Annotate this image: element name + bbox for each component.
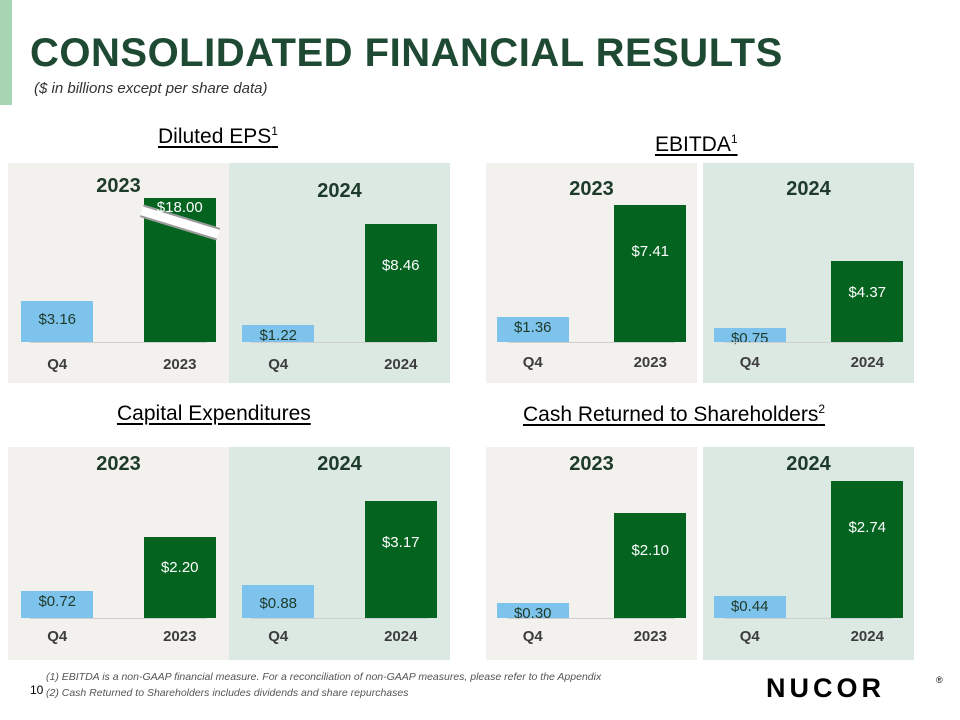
bar-2024 bbox=[831, 261, 904, 342]
footnotes: (1) EBITDA is a non-GAAP financial measu… bbox=[46, 669, 601, 701]
bar-2024 bbox=[364, 500, 437, 618]
axis-baseline bbox=[251, 342, 428, 343]
axis-baseline bbox=[30, 618, 207, 619]
accent-bar bbox=[0, 0, 12, 105]
category-label: 2023 bbox=[163, 628, 197, 645]
group-year-label: 2023 bbox=[96, 453, 141, 475]
footnote-ref: 2 bbox=[818, 402, 826, 416]
bar-q4 bbox=[496, 603, 569, 618]
value-label: $2.74 bbox=[848, 519, 887, 537]
value-label: $3.17 bbox=[381, 533, 420, 551]
axis-baseline bbox=[30, 342, 207, 343]
category-label: Q4 bbox=[522, 354, 543, 371]
footnote-2: (2) Cash Returned to Shareholders includ… bbox=[46, 687, 409, 699]
value-label: $2.10 bbox=[631, 542, 670, 560]
footnote-ref: 1 bbox=[271, 124, 278, 138]
category-label: Q4 bbox=[739, 354, 760, 371]
value-label: $3.16 bbox=[38, 310, 77, 328]
chart-title-ebitda: EBITDA1 bbox=[655, 132, 738, 157]
chart-title-capex: Capital Expenditures bbox=[117, 402, 311, 426]
bar-q4 bbox=[713, 596, 786, 618]
chart-title-text: Diluted EPS bbox=[158, 125, 272, 148]
category-label: Q4 bbox=[47, 628, 68, 645]
category-label: 2023 bbox=[633, 354, 667, 371]
category-label: 2023 bbox=[633, 628, 667, 645]
bar-q4 bbox=[21, 591, 94, 618]
bar-q4 bbox=[21, 300, 94, 342]
category-label: 2024 bbox=[384, 628, 418, 645]
group-year-label: 2024 bbox=[786, 453, 831, 475]
value-label: $18.00 bbox=[156, 199, 203, 216]
category-label: Q4 bbox=[522, 628, 543, 645]
category-label: Q4 bbox=[268, 356, 289, 373]
category-label: Q4 bbox=[739, 628, 760, 645]
bar-2023 bbox=[143, 536, 216, 618]
category-label: 2024 bbox=[850, 354, 884, 371]
value-label: $0.30 bbox=[513, 605, 552, 622]
group-year-label: 2023 bbox=[569, 453, 614, 475]
axis-baseline bbox=[508, 342, 675, 343]
group-year-label: 2024 bbox=[317, 180, 362, 202]
page-subtitle: ($ in billions except per share data) bbox=[34, 80, 268, 97]
bar-q4 bbox=[713, 328, 786, 342]
bar-q4 bbox=[242, 324, 315, 342]
bar-2024 bbox=[831, 481, 904, 618]
axis-baseline bbox=[725, 618, 892, 619]
value-label: $0.72 bbox=[38, 593, 77, 611]
bar-2023 bbox=[614, 204, 687, 342]
logo-text: NUCOR bbox=[766, 674, 885, 700]
bar-2023 bbox=[614, 513, 687, 618]
footnote-ref: 1 bbox=[730, 132, 738, 146]
value-label: $0.44 bbox=[730, 598, 769, 615]
chart-title-text: EBITDA bbox=[655, 133, 731, 156]
page-title: CONSOLIDATED FINANCIAL RESULTS bbox=[30, 31, 783, 75]
chart-title-text: Capital Expenditures bbox=[117, 402, 311, 425]
footnote-1: (1) EBITDA is a non-GAAP financial measu… bbox=[46, 671, 602, 683]
value-label: $1.22 bbox=[259, 326, 298, 344]
bar-2024 bbox=[364, 223, 437, 342]
value-label: $0.75 bbox=[730, 330, 769, 348]
group-year-label: 2024 bbox=[786, 178, 831, 200]
value-label: $8.46 bbox=[381, 256, 420, 274]
chart-title-cash-returned: Cash Returned to Shareholders2 bbox=[523, 402, 825, 427]
group-year-label: 2023 bbox=[96, 175, 141, 197]
chart-title-text: Cash Returned to Shareholders bbox=[523, 403, 819, 426]
bar-q4 bbox=[242, 585, 315, 618]
value-label: $7.41 bbox=[631, 243, 670, 261]
value-label: $4.37 bbox=[848, 283, 887, 301]
category-label: 2024 bbox=[384, 356, 418, 373]
category-label: Q4 bbox=[268, 628, 289, 645]
axis-baseline bbox=[251, 618, 428, 619]
group-year-label: 2024 bbox=[317, 453, 362, 475]
page-number: 10 bbox=[30, 683, 44, 697]
nucor-logo-image: NUCOR ® bbox=[766, 673, 943, 703]
axis-baseline bbox=[725, 342, 892, 343]
nucor-logo: NUCOR ® bbox=[766, 673, 946, 705]
category-label: Q4 bbox=[47, 356, 68, 373]
value-label: $1.36 bbox=[513, 318, 552, 336]
chart-title-eps: Diluted EPS1 bbox=[158, 124, 278, 149]
bar-q4 bbox=[496, 316, 569, 342]
category-label: 2023 bbox=[163, 356, 197, 373]
value-label: $2.20 bbox=[160, 559, 199, 577]
group-year-label: 2023 bbox=[569, 178, 614, 200]
value-label: $0.88 bbox=[259, 595, 298, 613]
axis-baseline bbox=[508, 618, 675, 619]
category-label: 2024 bbox=[850, 628, 884, 645]
logo-registered-mark: ® bbox=[936, 675, 943, 685]
